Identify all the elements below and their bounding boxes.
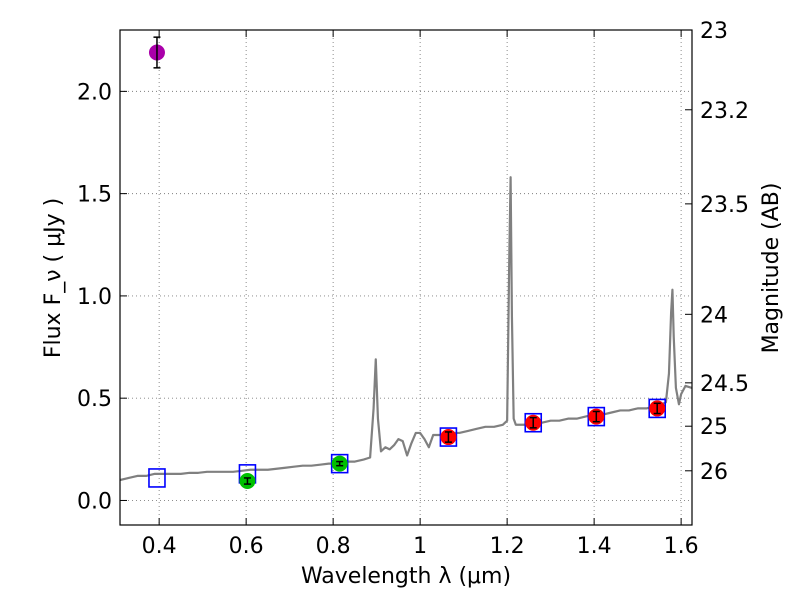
x-tick-label: 1.4 <box>577 534 612 559</box>
y-tick-label: 0.5 <box>77 387 112 412</box>
model-flux-box <box>148 468 166 488</box>
x-tick-label: 0.6 <box>229 534 264 559</box>
x-axis-label: Wavelength λ (μm) <box>301 564 511 589</box>
y-tick-label: 1.0 <box>77 285 112 310</box>
x-tick-label: 1.2 <box>490 534 525 559</box>
grid-lines <box>120 30 692 525</box>
y-tick-label: 0.0 <box>77 489 112 514</box>
right-tick-label: 24 <box>700 303 728 328</box>
y-axis-label: Flux F_ν ( μJy ) <box>41 198 66 358</box>
y-tick-label: 2.0 <box>77 80 112 105</box>
y-tick-label: 1.5 <box>77 183 112 208</box>
x-tick-label: 0.4 <box>142 534 177 559</box>
y-right-axis-label: Magnitude (AB) <box>759 183 784 354</box>
model-spectrum-line <box>120 176 692 482</box>
right-tick-label: 25 <box>700 415 728 440</box>
right-tick-label: 24.5 <box>700 372 749 397</box>
x-tick-label: 1 <box>413 534 427 559</box>
data-series <box>120 36 692 490</box>
right-tick-label: 23.5 <box>700 193 749 218</box>
right-tick-label: 23 <box>700 19 728 44</box>
axes: 0.4 0.6 0.8 1 1.2 1.4 1.6 0.0 0.5 1.0 1.5 2.0 23 23.2… <box>77 19 749 559</box>
right-tick-label: 26 <box>700 460 728 485</box>
plot-frame <box>119 29 693 526</box>
x-tick-label: 1.6 <box>664 534 699 559</box>
right-tick-label: 23.2 <box>700 99 749 124</box>
x-tick-label: 0.8 <box>316 534 351 559</box>
